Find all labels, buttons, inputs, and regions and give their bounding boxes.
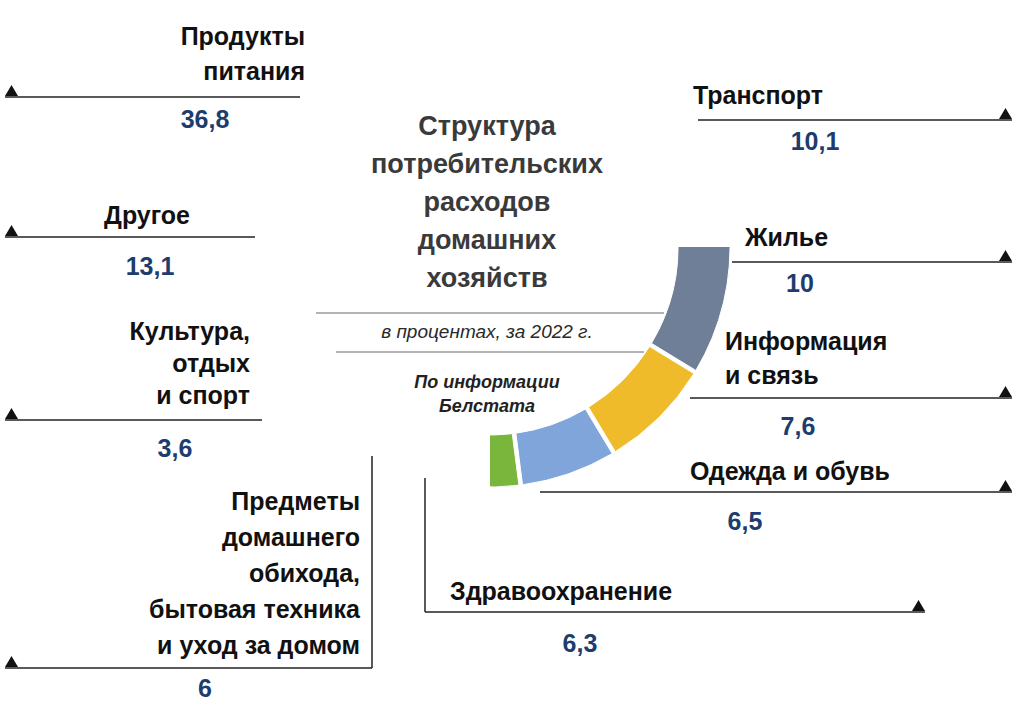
data-label: 6,5 — [728, 507, 763, 535]
donut-slice — [490, 429, 519, 487]
leader-line — [5, 236, 255, 238]
labels: Продукты питания 36,8 Транспорт 10,1 Жилье 10 И… — [5, 22, 1012, 702]
category-text: Предметы — [231, 487, 360, 515]
separator — [336, 351, 644, 353]
leader-line — [540, 491, 1012, 493]
marker-triangle — [5, 225, 18, 236]
marker-triangle — [999, 108, 1012, 119]
category-label: Жилье 10 — [732, 223, 1012, 297]
category-label: Продукты питания 36,8 — [5, 22, 305, 133]
category-label: Предметы домашнего обихода, бытовая техника… — [5, 456, 372, 702]
marker-triangle — [999, 250, 1012, 261]
category-label: Другое 13,1 — [5, 201, 255, 280]
category-text: Другое — [104, 201, 190, 229]
category-text: обихода, — [249, 559, 360, 587]
slices — [490, 247, 730, 487]
data-label: 13,1 — [126, 252, 175, 280]
marker-triangle — [912, 600, 925, 611]
category-label: Транспорт 10,1 — [693, 81, 1012, 155]
category-text: Жилье — [744, 223, 828, 251]
category-label: Здравоохранение 6,3 — [425, 478, 925, 657]
category-text: Транспорт — [693, 81, 823, 109]
category-text: и спорт — [156, 381, 250, 409]
leader-line — [732, 261, 1012, 263]
category-text: и уход за домом — [157, 631, 360, 659]
data-label: 3,6 — [158, 434, 193, 462]
donut-slice — [589, 346, 694, 451]
center-text: Структура потребительских расходов домашних… — [316, 111, 664, 416]
category-text: отдых — [172, 349, 250, 377]
title: домашних — [418, 225, 556, 255]
source: Белстата — [439, 396, 535, 416]
title: расходов — [424, 187, 551, 217]
category-text: Одежда и обувь — [690, 457, 890, 485]
donut-slice — [516, 409, 612, 485]
leader-line — [5, 96, 300, 98]
source: По информации — [414, 372, 559, 392]
category-text: Информация — [725, 327, 887, 355]
leader-line — [698, 119, 1012, 121]
subtitle: в процентах, за 2022 г. — [381, 321, 593, 342]
leader-line — [5, 419, 262, 421]
data-label: 36,8 — [181, 105, 230, 133]
category-label: Одежда и обувь 6,5 — [540, 457, 1012, 535]
marker-triangle — [999, 386, 1012, 397]
category-text: питания — [203, 57, 305, 85]
data-label: 7,6 — [781, 412, 816, 440]
category-label: Культура, отдых и спорт 3,6 — [5, 317, 262, 462]
data-label: 10 — [786, 269, 814, 297]
leader-line — [5, 667, 372, 669]
data-label: 10,1 — [791, 127, 840, 155]
donut-slice — [651, 247, 730, 370]
category-text: бытовая техника — [149, 595, 361, 623]
category-text: Культура, — [130, 317, 250, 345]
category-text: Здравоохранение — [450, 577, 672, 605]
title: хозяйств — [426, 263, 547, 293]
marker-triangle — [5, 656, 18, 667]
data-label: 6,3 — [563, 629, 598, 657]
category-text: и связь — [725, 361, 819, 389]
leader-line — [371, 456, 373, 668]
category-text: домашнего — [222, 523, 360, 551]
leader-line — [690, 397, 1012, 399]
leader-line — [424, 478, 426, 612]
leader-line — [425, 611, 925, 613]
category-label: Информация и связь 7,6 — [690, 327, 1012, 440]
category-text: Продукты — [181, 22, 305, 50]
separator — [316, 312, 664, 314]
marker-triangle — [5, 408, 18, 419]
marker-triangle — [5, 85, 18, 96]
data-label: 6 — [198, 674, 212, 702]
marker-triangle — [999, 480, 1012, 491]
title: потребительских — [371, 149, 603, 179]
title: Структура — [418, 111, 556, 141]
chart-root: Структура потребительских расходов домашних… — [0, 0, 1024, 705]
